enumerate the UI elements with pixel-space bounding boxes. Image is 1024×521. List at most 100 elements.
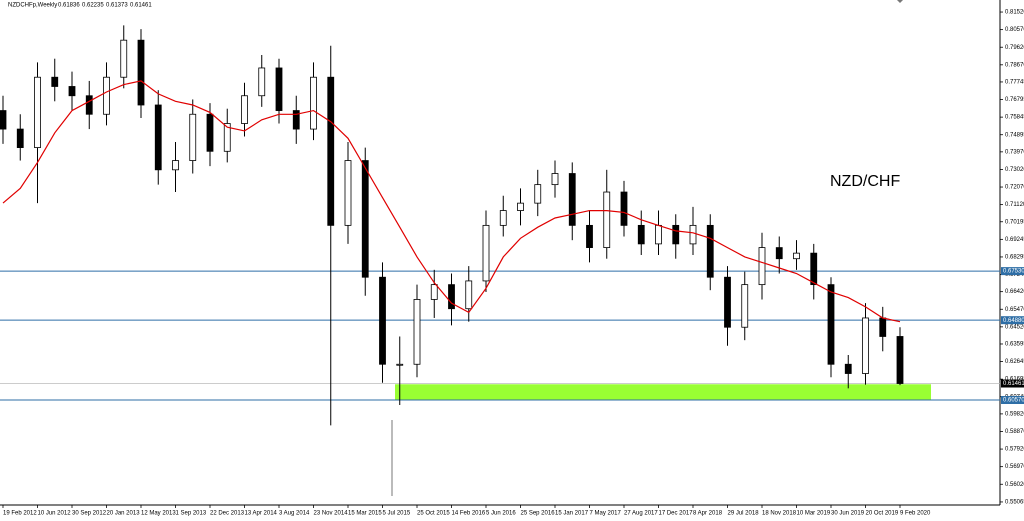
candle-body <box>586 224 593 248</box>
x-tick-label: 25 Sep 2016 <box>521 511 556 517</box>
candle-body <box>706 224 714 278</box>
x-tick-label: 15 Jan 2017 <box>555 511 589 517</box>
moving-average <box>2 80 901 323</box>
x-tick-label: 14 Feb 2016 <box>452 511 486 517</box>
x-tick-label: 19 Feb 2012 <box>3 511 37 517</box>
x-tick-label: 18 Nov 2018 <box>762 511 797 517</box>
y-tick-label: 0.55065 <box>1005 500 1024 506</box>
x-tick-label: 22 Dec 2013 <box>210 511 245 517</box>
x-tick-label: 25 Oct 2015 <box>417 511 450 517</box>
candle-body <box>51 76 59 87</box>
candle-body <box>137 39 145 106</box>
candle-body <box>154 104 162 171</box>
level-label: 0.60570 <box>1003 398 1024 404</box>
candle-body <box>310 76 317 130</box>
x-tick-label: 17 Dec 2017 <box>659 511 694 517</box>
candles <box>0 25 904 426</box>
y-tick-label: 0.75845 <box>1005 115 1024 121</box>
candle-body <box>120 39 128 78</box>
header-value: 0.61373 <box>106 3 128 9</box>
candle-body <box>85 95 93 115</box>
x-tick-label: 10 Mar 2019 <box>797 511 831 517</box>
y-tick-label: 0.69245 <box>1005 237 1024 243</box>
x-tick-label: 10 Jun 2012 <box>38 511 72 517</box>
candle-body <box>34 76 41 148</box>
price-label-box <box>1001 379 1024 388</box>
x-tick-label: 9 Feb 2020 <box>900 511 931 517</box>
y-tick-label: 0.62645 <box>1005 359 1024 365</box>
candle-body <box>603 191 611 248</box>
x-tick-label: 27 Aug 2017 <box>624 511 658 517</box>
candle-body <box>327 76 335 226</box>
x-tick-label: 29 Jul 2018 <box>728 511 760 517</box>
y-tick-label: 0.74895 <box>1005 132 1024 138</box>
annotation: NZD/CHF <box>830 173 900 190</box>
x-tick-label: 15 Mar 2015 <box>348 511 382 517</box>
level-label-box <box>1001 267 1024 276</box>
price-label: 0.61461 <box>1003 381 1024 387</box>
candle-body <box>292 110 300 130</box>
x-tick-label: 1 Sep 2013 <box>176 511 207 517</box>
candle-body <box>827 284 835 365</box>
x-tick-label: 5 Jul 2015 <box>383 511 411 517</box>
candle-body <box>396 363 404 366</box>
candle-body <box>258 67 266 97</box>
x-tick-label: 20 Oct 2019 <box>866 511 899 517</box>
x-tick-label: 30 Sep 2012 <box>72 511 107 517</box>
candle-body <box>844 363 852 374</box>
candle-body <box>241 95 248 124</box>
candle-body <box>413 299 421 365</box>
candle-body <box>189 113 197 161</box>
y-tick-label: 0.63595 <box>1005 342 1024 348</box>
x-tick-label: 30 Jun 2019 <box>831 511 865 517</box>
candle-body <box>16 128 24 148</box>
x-tick-label: 8 Apr 2018 <box>693 511 723 517</box>
candle-body <box>499 210 507 226</box>
header-value: 0.61836 <box>58 3 80 9</box>
y-tick-label: 0.67345 <box>1005 272 1024 278</box>
candle-body <box>741 284 749 328</box>
candle-body <box>430 284 438 300</box>
candle-body <box>758 247 766 286</box>
header-value: 0.61461 <box>130 3 152 9</box>
candle-body <box>672 224 680 245</box>
candle-body <box>103 76 110 115</box>
scroll-marker <box>897 0 903 3</box>
candle-body <box>775 247 783 260</box>
candle-body <box>344 160 352 226</box>
header-value: 0.62235 <box>82 3 104 9</box>
chart-title: NZDCHFp,Weekly <box>8 3 57 9</box>
x-tick-label: 13 Apr 2014 <box>245 511 278 517</box>
candle-body <box>879 317 887 337</box>
candle-body <box>448 284 455 310</box>
candle-body <box>482 224 490 282</box>
candle-body <box>465 280 473 310</box>
x-tick-label: 12 May 2013 <box>141 511 176 517</box>
x-tick-label: 3 Aug 2014 <box>279 511 310 517</box>
candle-body <box>896 336 904 384</box>
level-label: 0.64880 <box>1003 318 1024 324</box>
candle-body <box>68 86 76 97</box>
y-tick-label: 0.76795 <box>1005 97 1024 103</box>
candle-body <box>637 224 645 245</box>
candle-body <box>223 123 231 152</box>
candle-body <box>862 317 869 374</box>
candle-body <box>810 252 818 286</box>
support-zone <box>395 384 931 400</box>
x-tick-label: 5 Jun 2016 <box>486 511 516 517</box>
level-label: 0.67530 <box>1003 269 1024 275</box>
y-tick-label: 0.68295 <box>1005 255 1024 261</box>
candle-body <box>724 276 731 328</box>
x-tick-label: 7 May 2017 <box>590 511 622 517</box>
